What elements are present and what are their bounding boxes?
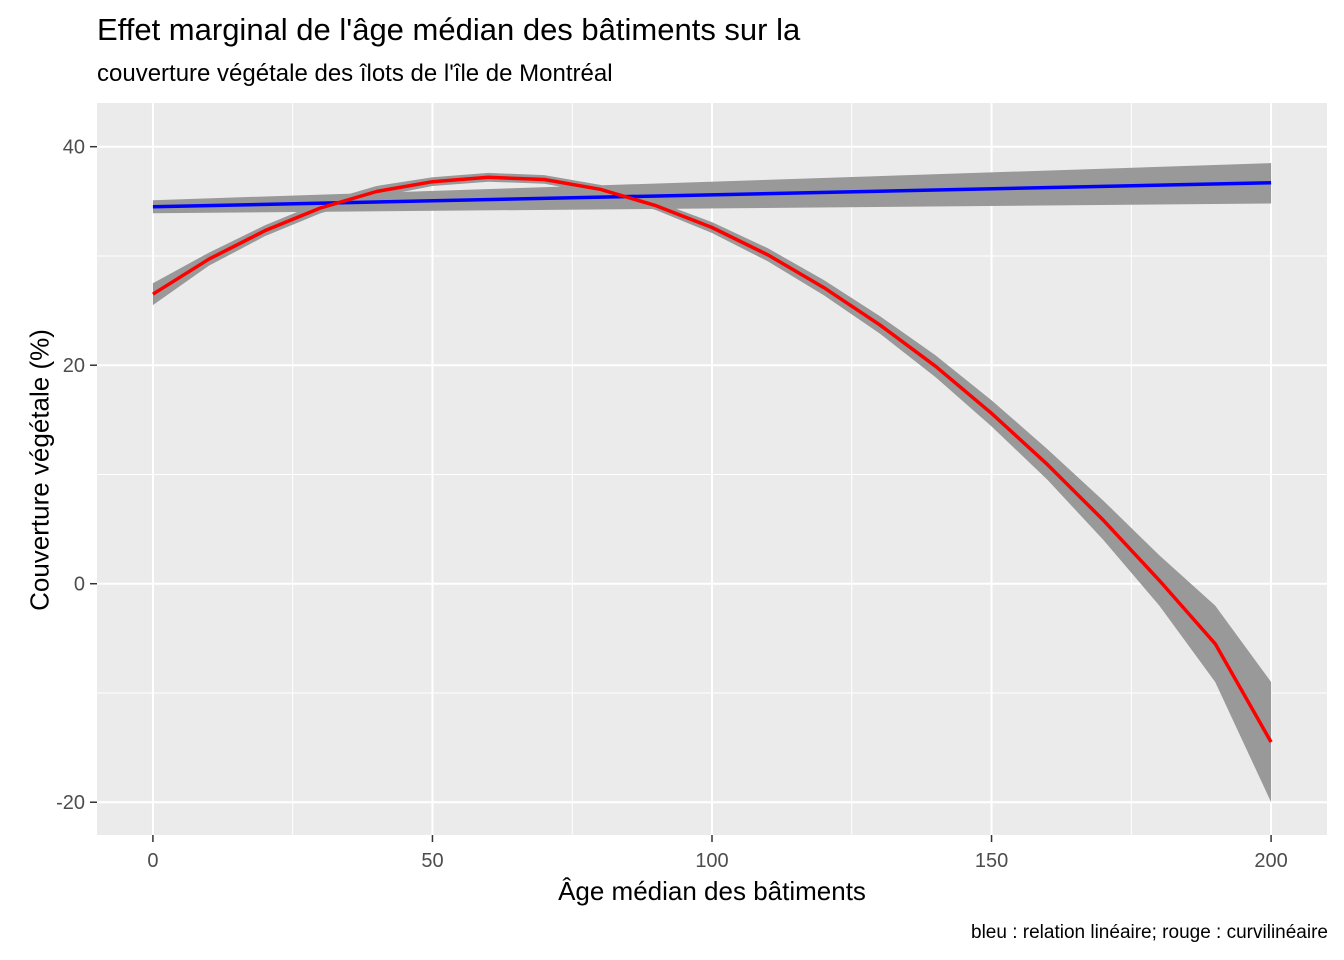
x-tick-label: 50 [421, 850, 443, 872]
grid-lines [97, 103, 1327, 835]
confidence-band-1 [152, 172, 1272, 803]
y-axis: -20 0 20 40 [56, 137, 97, 814]
y-tick-label: 20 [63, 355, 85, 377]
chart-title: Effet marginal de l'âge médian des bâtim… [97, 12, 801, 47]
y-axis-label: Couverture végétale (%) [24, 329, 55, 611]
chart-caption: bleu : relation linéaire; rouge : curvil… [971, 922, 1328, 943]
x-axis-label: Âge médian des bâtiments [558, 876, 866, 906]
x-tick-label: 100 [695, 850, 728, 872]
y-tick-label: 40 [63, 137, 85, 159]
x-tick-label: 150 [975, 850, 1008, 872]
chart-subtitle: couverture végétale des îlots de l'île d… [97, 60, 613, 87]
y-tick-label: -20 [56, 792, 85, 814]
series-line-1 [151, 175, 1273, 743]
y-tick-label: 0 [74, 574, 85, 596]
x-axis: 0 50 100 150 200 [147, 835, 1288, 872]
x-tick-label: 0 [147, 850, 158, 872]
series-lines [151, 175, 1273, 743]
x-tick-label: 200 [1254, 850, 1287, 872]
